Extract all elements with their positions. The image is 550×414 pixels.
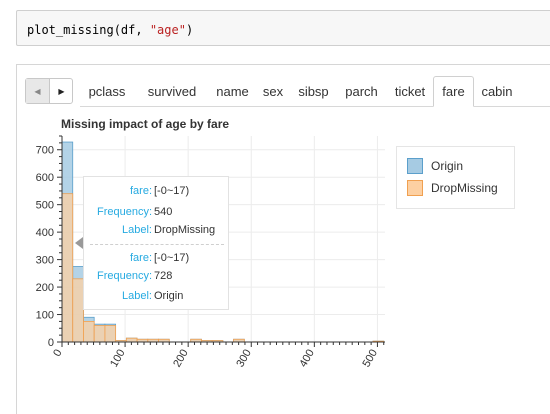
legend-swatch xyxy=(407,180,423,196)
tooltip-key: Label: xyxy=(122,223,152,237)
x-tick-label: 100 xyxy=(108,348,128,370)
tooltip-value: 540 xyxy=(154,205,172,219)
tooltip-pointer-icon xyxy=(75,237,83,249)
bar-dropmissing xyxy=(105,326,116,342)
tooltip-label-row-2: Label: Origin xyxy=(84,289,230,303)
y-tick-label: 700 xyxy=(36,145,54,157)
y-tick-label: 200 xyxy=(36,282,54,294)
legend-swatch xyxy=(407,158,423,174)
tooltip-frequency-row-1: Frequency: 540 xyxy=(84,205,230,219)
tooltip-value: [-0~17) xyxy=(154,251,189,265)
x-tick-label: 400 xyxy=(297,348,317,370)
bar-dropmissing xyxy=(94,326,105,342)
x-tick-label: 200 xyxy=(171,348,191,370)
y-tick-label: 600 xyxy=(36,172,54,184)
tooltip-label-row-1: Label: DropMissing xyxy=(84,223,230,237)
legend-item[interactable]: DropMissing xyxy=(407,180,498,196)
x-tick-label: 300 xyxy=(234,348,254,370)
tooltip-value: DropMissing xyxy=(154,223,215,237)
tooltip-fare-row-1: fare: [-0~17) xyxy=(84,184,230,198)
legend-label: DropMissing xyxy=(431,181,498,195)
tooltip-value: [-0~17) xyxy=(154,184,189,198)
y-tick-label: 300 xyxy=(36,255,54,267)
tooltip-key: Label: xyxy=(122,289,152,303)
tooltip-divider xyxy=(90,244,224,245)
x-tick-label: 0 xyxy=(51,348,64,359)
x-tick-label: 500 xyxy=(360,348,380,370)
y-tick-label: 100 xyxy=(36,310,54,322)
chart-legend: Origin DropMissing xyxy=(396,146,515,209)
tooltip-value: Origin xyxy=(154,289,183,303)
tooltip-key: fare: xyxy=(130,184,152,198)
tooltip-frequency-row-2: Frequency: 728 xyxy=(84,269,230,283)
tooltip-key: fare: xyxy=(130,251,152,265)
tooltip-fare-row-2: fare: [-0~17) xyxy=(84,251,230,265)
bar-dropmissing xyxy=(83,321,94,342)
bar-dropmissing xyxy=(73,279,84,342)
legend-label: Origin xyxy=(431,159,463,173)
legend-item[interactable]: Origin xyxy=(407,158,463,174)
tooltip-key: Frequency: xyxy=(97,269,152,283)
hover-tooltip: fare: [-0~17) Frequency: 540 Label: Drop… xyxy=(83,176,229,310)
tooltip-key: Frequency: xyxy=(97,205,152,219)
y-tick-label: 500 xyxy=(36,200,54,212)
bar-dropmissing xyxy=(62,194,73,342)
bar-dropmissing xyxy=(126,338,137,342)
tooltip-value: 728 xyxy=(154,269,172,283)
y-tick-label: 400 xyxy=(36,227,54,239)
y-tick-label: 0 xyxy=(48,337,54,349)
